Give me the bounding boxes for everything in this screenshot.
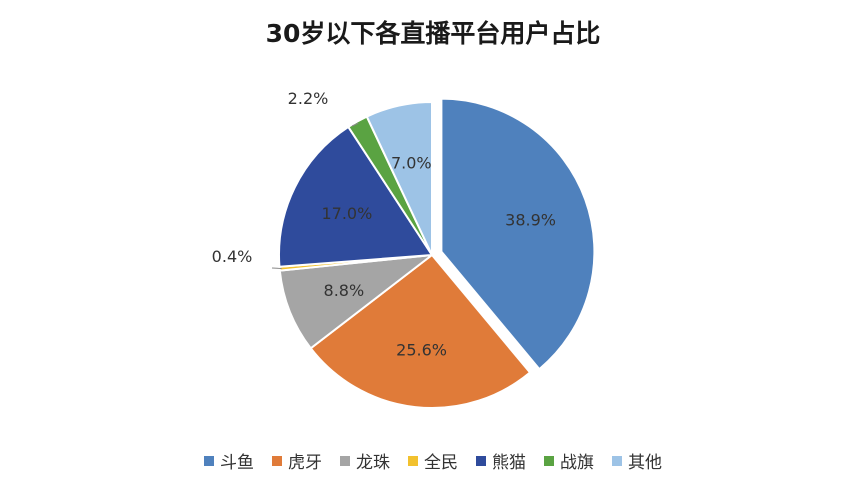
legend-item-5: 战旗 [544,448,594,473]
leader-line-5 [351,122,359,127]
legend-label-0: 斗鱼 [220,453,254,473]
legend-swatch-6 [612,455,622,466]
slice-label-5: 2.2% [288,89,329,108]
legend-item-0: 斗鱼 [204,448,254,473]
legend-swatch-3 [408,455,418,466]
legend-swatch-0 [204,455,214,466]
slice-label-6: 7.0% [391,153,432,172]
pie-slice-2 [278,253,436,350]
legend-label-2: 龙珠 [356,453,390,473]
slice-label-0: 38.9% [505,210,556,229]
legend-label-4: 熊猫 [492,453,526,473]
pie-slice-1 [309,253,532,409]
chart-title: 30岁以下各直播平台用户占比 [265,19,601,48]
legend-item-4: 熊猫 [476,448,526,473]
legend-swatch-2 [340,455,350,466]
leader-line-3 [271,267,282,270]
legend-label-3: 全民 [424,453,458,473]
chart-legend: 斗鱼 虎牙 龙珠 全民 熊猫 战旗 其他 [0,448,866,473]
slice-label-1: 25.6% [396,340,447,359]
pie-slice-4 [278,125,434,268]
slice-label-3: 0.4% [212,247,253,266]
legend-swatch-1 [272,455,282,466]
legend-swatch-5 [544,455,554,466]
legend-label-1: 虎牙 [288,453,322,473]
pie-slice-0 [440,97,596,371]
legend-label-5: 战旗 [560,453,594,473]
slice-label-2: 8.8% [324,281,365,300]
legend-label-6: 其他 [628,453,662,473]
slice-label-4: 17.0% [321,204,372,223]
legend-item-2: 龙珠 [340,448,390,473]
legend-item-6: 其他 [612,448,662,473]
legend-item-1: 虎牙 [272,448,322,473]
legend-item-3: 全民 [408,448,458,473]
legend-swatch-4 [476,455,486,466]
pie-slice-6 [365,100,433,256]
